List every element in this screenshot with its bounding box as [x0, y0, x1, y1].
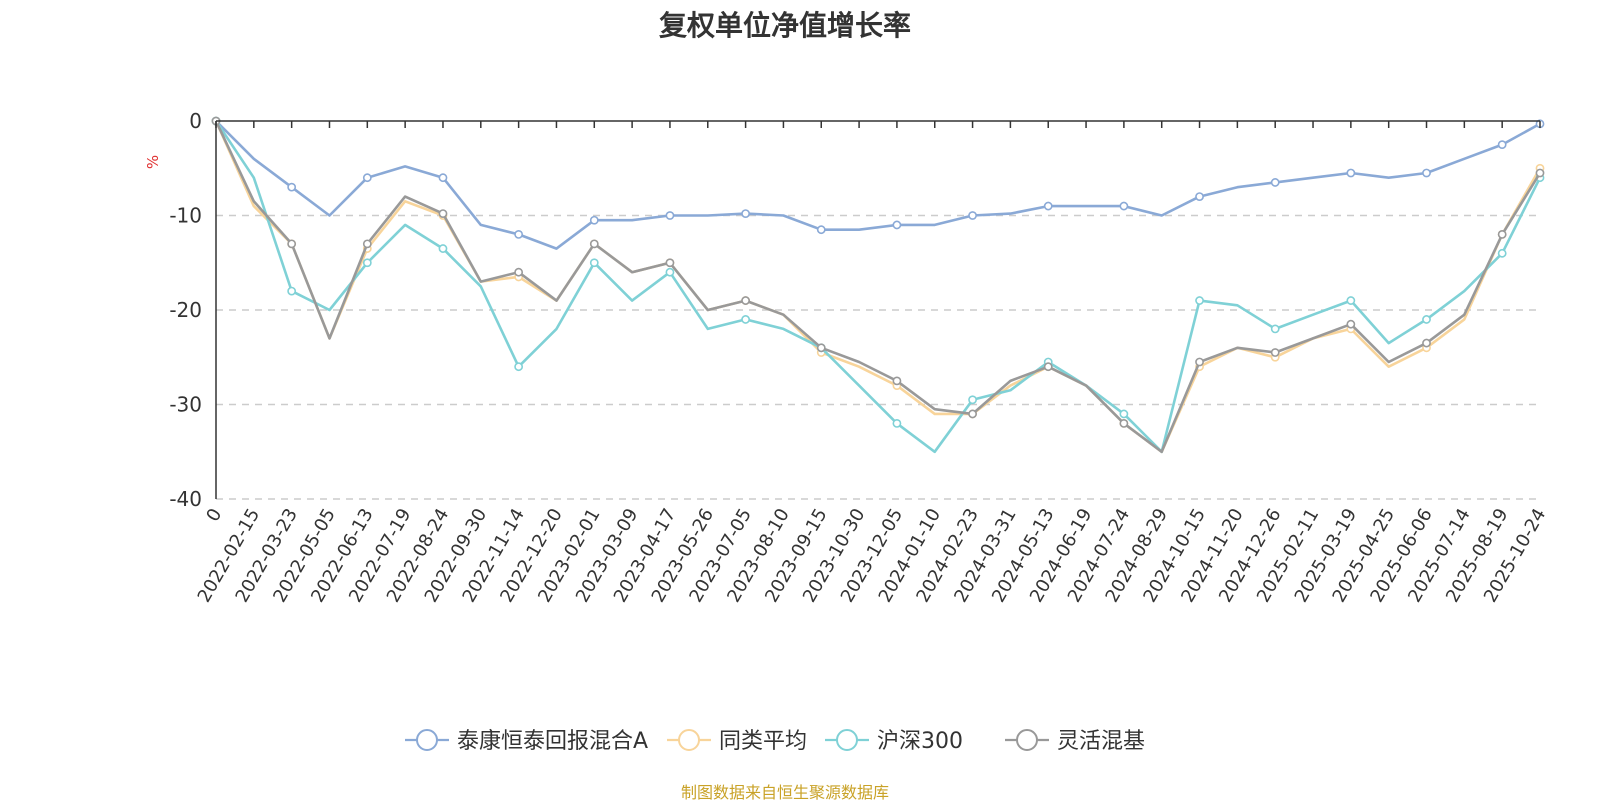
data-point	[1535, 168, 1545, 178]
data-point	[1422, 315, 1431, 324]
legend-item[interactable]: 同类平均	[667, 729, 807, 754]
legend-swatch-marker	[678, 729, 700, 751]
data-point	[816, 343, 826, 353]
data-point	[287, 239, 297, 249]
data-point	[816, 225, 826, 235]
data-point	[741, 209, 750, 219]
legend-label: 同类平均	[719, 729, 807, 754]
legend-swatch-marker	[836, 729, 858, 751]
legend-swatch-marker	[416, 729, 438, 751]
data-point	[589, 239, 599, 249]
data-point	[589, 258, 599, 268]
data-point	[362, 258, 372, 268]
series-line	[214, 120, 1542, 454]
data-point	[1195, 296, 1204, 305]
data-point	[514, 362, 524, 372]
data-point	[1497, 229, 1507, 239]
legend-item[interactable]: 泰康恒泰回报混合A	[405, 729, 648, 754]
data-point	[741, 315, 750, 324]
data-point	[1270, 178, 1280, 187]
data-point	[1043, 201, 1053, 211]
data-point	[1497, 140, 1507, 150]
data-point	[892, 418, 902, 428]
data-point	[589, 215, 599, 225]
data-point	[1422, 338, 1431, 348]
data-point	[1043, 362, 1053, 372]
x-tick-label: 0	[202, 505, 226, 525]
data-point	[1270, 348, 1280, 357]
data-point	[1119, 409, 1129, 419]
series-line	[214, 120, 1542, 454]
y-tick-label: -10	[169, 204, 202, 228]
source-note: 制图数据来自恒生聚源数据库	[680, 783, 889, 802]
data-point	[287, 182, 297, 192]
data-point	[1346, 319, 1356, 329]
data-point	[1346, 168, 1356, 178]
data-point	[1119, 418, 1129, 428]
data-point	[438, 173, 448, 183]
data-point	[968, 395, 977, 405]
y-axis-label: %	[144, 155, 162, 169]
data-point	[1195, 357, 1204, 367]
legend-item[interactable]: 灵活混基	[1005, 729, 1145, 754]
data-point	[362, 173, 372, 183]
data-point	[514, 267, 524, 277]
data-point	[1497, 248, 1507, 258]
data-point	[362, 239, 372, 249]
y-tick-label: -20	[169, 298, 202, 322]
y-tick-label: 0	[189, 109, 202, 133]
axes: 0-10-20-30-4002022-02-152022-03-232022-0…	[169, 109, 1550, 606]
data-point	[665, 267, 675, 277]
y-tick-label: -30	[169, 393, 202, 417]
data-point	[665, 211, 675, 220]
data-point	[968, 409, 977, 419]
series-lines	[211, 116, 1545, 454]
legend-label: 泰康恒泰回报混合A	[457, 729, 648, 754]
data-point	[892, 376, 902, 386]
legend-item[interactable]: 沪深300	[825, 729, 963, 754]
data-point	[665, 258, 675, 268]
data-point	[1422, 168, 1431, 178]
series-line	[215, 120, 1541, 250]
data-point	[438, 209, 448, 219]
chart-title: 复权单位净值增长率	[658, 9, 911, 42]
data-point	[968, 211, 977, 220]
data-point	[892, 220, 902, 230]
series-3	[211, 116, 1545, 454]
legend-label: 沪深300	[877, 729, 963, 754]
data-point	[1270, 324, 1280, 334]
data-point	[741, 296, 750, 305]
data-point	[287, 286, 297, 296]
gridlines	[216, 214, 1540, 500]
legend-swatch-marker	[1016, 729, 1038, 751]
series-line	[214, 120, 1542, 454]
data-point	[1346, 296, 1356, 305]
data-point	[438, 244, 448, 253]
legend-label: 灵活混基	[1057, 729, 1145, 754]
data-point	[1195, 192, 1204, 201]
y-tick-label: -40	[169, 487, 202, 511]
data-point	[514, 229, 524, 239]
legend[interactable]: 泰康恒泰回报混合A 同类平均 沪深300 灵活混基	[405, 729, 1145, 754]
data-point	[1119, 201, 1129, 211]
series-2	[211, 116, 1545, 454]
